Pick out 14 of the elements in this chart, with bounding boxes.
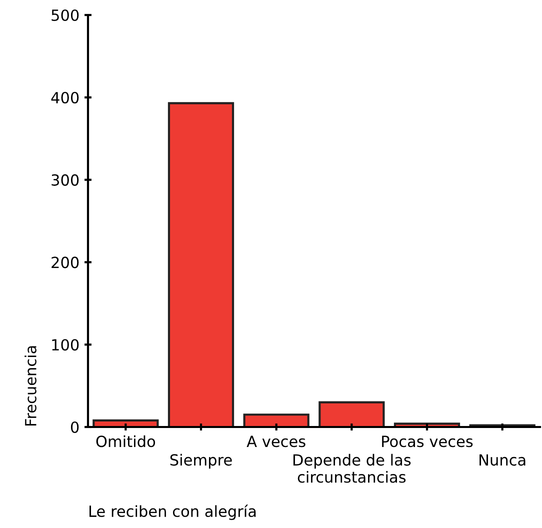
x-tick-label: Nunca xyxy=(480,454,526,466)
x-tick-label: Omitido xyxy=(96,435,156,448)
y-axis-title: Frecuencia xyxy=(24,346,36,426)
y-tick-label: 200 xyxy=(52,256,79,268)
y-tick-label: 100 xyxy=(52,339,79,351)
x-tick-label: Siempre xyxy=(170,454,232,469)
y-tick-label: 0 xyxy=(70,421,79,434)
x-tick-label: Depende de las circunstancias xyxy=(293,454,411,483)
y-tick-label: 300 xyxy=(52,174,79,186)
y-tick-label: 400 xyxy=(51,92,79,104)
y-tick-label: 500 xyxy=(52,9,79,22)
x-tick-label: Pocas veces xyxy=(382,436,473,448)
x-tick-label: A veces xyxy=(246,436,306,448)
x-axis-title: Le reciben con alegría xyxy=(90,504,256,520)
